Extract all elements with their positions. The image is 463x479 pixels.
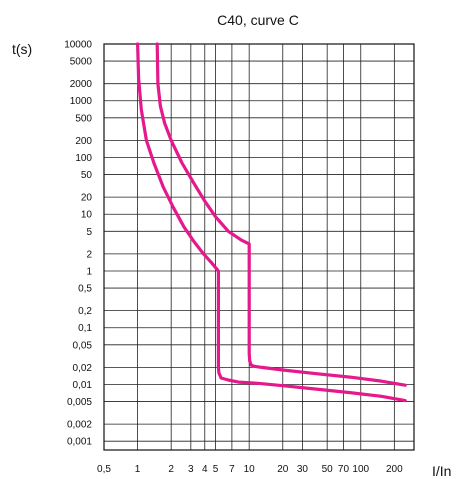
y-tick-label: 0,05 — [73, 340, 93, 351]
y-tick-label: 500 — [75, 113, 92, 124]
y-tick-labels: 10000 5000 2000 1000 500 200 100 50 20 10 5 2 1 0,5 0,… — [64, 40, 92, 448]
y-tick-label: 10000 — [64, 40, 92, 51]
trip-curve-upper — [155, 42, 407, 387]
x-tick-label: 5 — [213, 464, 219, 475]
y-tick-label: 0,5 — [78, 284, 92, 295]
x-axis-label: I/In — [432, 463, 451, 479]
y-tick-label: 10 — [81, 210, 93, 221]
x-tick-label: 20 — [277, 464, 289, 475]
y-tick-label: 0,1 — [78, 323, 92, 334]
x-tick-label: 200 — [386, 464, 403, 475]
y-tick-label: 0,005 — [67, 397, 92, 408]
y-tick-label: 50 — [81, 170, 93, 181]
y-tick-label: 1 — [86, 266, 92, 277]
grid — [104, 43, 414, 450]
y-tick-label: 5 — [86, 227, 92, 238]
y-tick-label: 0,001 — [67, 437, 92, 448]
y-tick-label: 2 — [86, 249, 92, 260]
y-tick-label: 0,2 — [78, 306, 92, 317]
x-tick-label: 0,5 — [97, 464, 111, 475]
y-tick-label: 20 — [81, 193, 93, 204]
y-tick-label: 1000 — [70, 96, 93, 107]
x-tick-label: 7 — [229, 464, 235, 475]
y-tick-label: 2000 — [70, 79, 93, 90]
y-tick-label: 200 — [75, 136, 92, 147]
x-tick-label: 1 — [135, 464, 141, 475]
y-tick-label: 0,02 — [73, 363, 93, 374]
x-tick-label: 70 — [338, 464, 350, 475]
y-tick-label: 0,01 — [73, 380, 93, 391]
y-tick-label: 5000 — [70, 57, 93, 68]
plot-area-frame — [103, 43, 415, 451]
trip-curves — [136, 42, 407, 403]
y-tick-label: 0,002 — [67, 420, 92, 431]
x-tick-label: 10 — [244, 464, 256, 475]
y-axis-label: t(s) — [12, 41, 32, 57]
trip-curve-lower — [136, 42, 407, 403]
y-tick-label: 100 — [75, 153, 92, 164]
x-tick-label: 4 — [202, 464, 208, 475]
x-tick-label: 3 — [188, 464, 194, 475]
chart-title: C40, curve C — [217, 12, 299, 28]
x-tick-label: 30 — [297, 464, 309, 475]
x-tick-label: 2 — [168, 464, 174, 475]
x-tick-label: 100 — [352, 464, 369, 475]
x-tick-labels: 0,5 1 2 3 4 5 7 10 20 30 50 70 100 200 — [97, 464, 403, 475]
x-tick-label: 50 — [322, 464, 334, 475]
